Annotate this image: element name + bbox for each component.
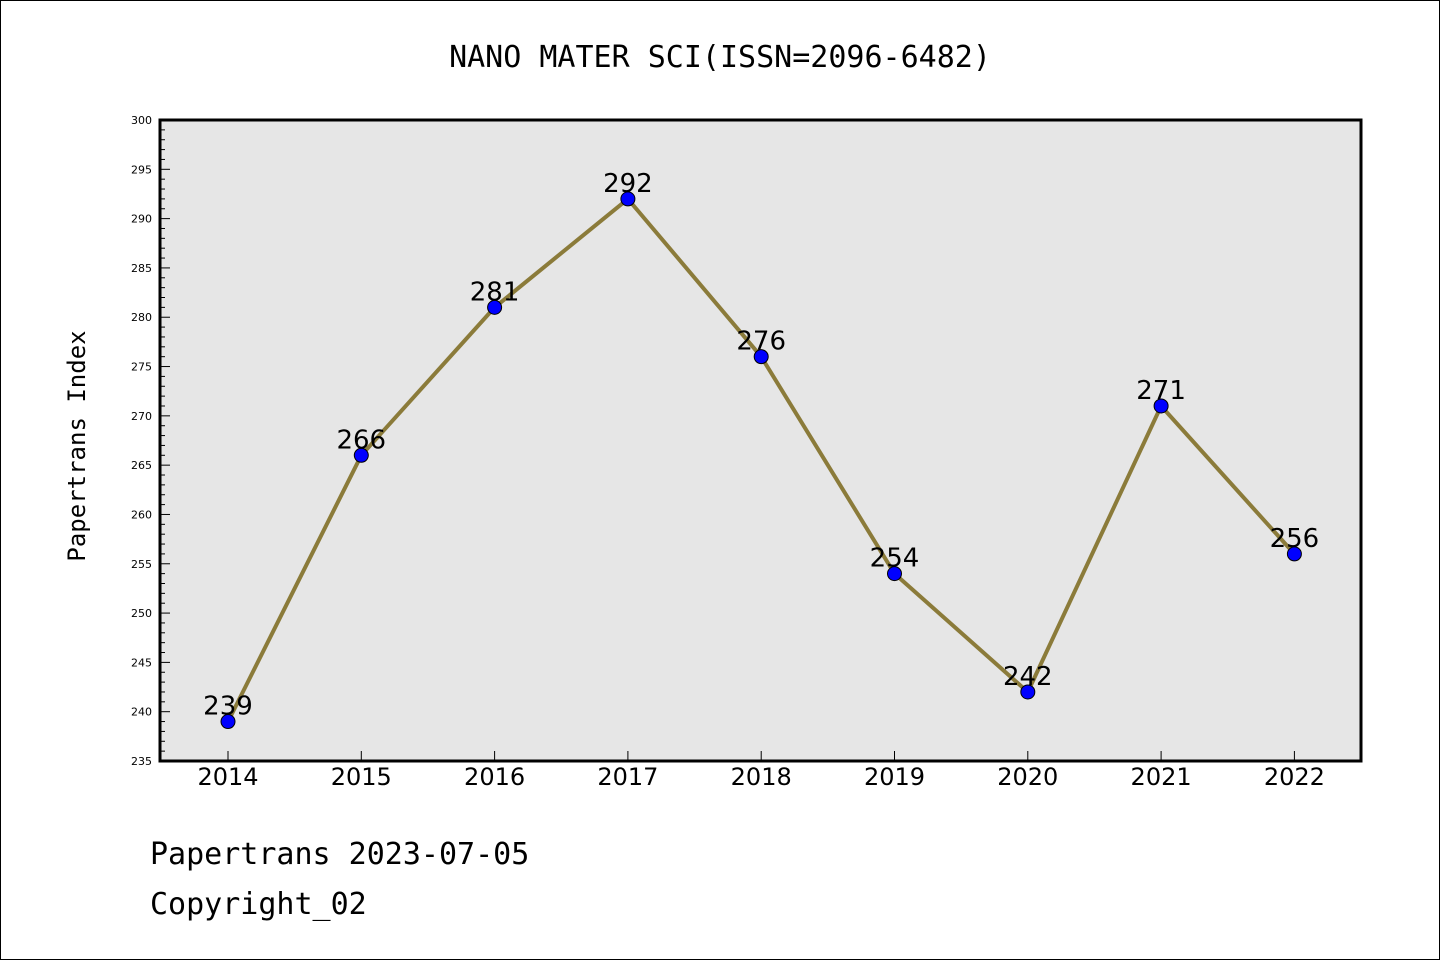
y-tick-label: 260 [131,508,152,521]
x-tick-label: 2014 [197,763,258,791]
y-tick-label: 270 [131,410,152,423]
data-point [353,447,369,463]
y-tick-label: 280 [131,311,152,324]
footer-date: Papertrans 2023-07-05 [150,837,529,872]
plot-border [158,118,1363,763]
x-tick-label: 2018 [731,763,792,791]
x-axis: 2014 2015 2016 2017 2018 2019 2020 2021 2022 [197,751,1325,791]
data-label: 256 [1270,524,1320,554]
x-tick-label: 2019 [864,763,925,791]
data-label: 266 [336,425,386,455]
data-point [1286,546,1302,562]
x-tick-label: 2015 [331,763,392,791]
data-label: 292 [603,169,653,199]
y-axis: 235 240 245 250 255 260 265 270 275 280 285 290 295 3… [131,114,170,768]
y-tick-label: 265 [131,459,152,472]
y-tick-label: 295 [131,163,152,176]
data-point [1020,684,1036,700]
data-label: 276 [736,327,786,357]
chart-title: NANO MATER SCI(ISSN=2096-6482) [449,40,991,75]
y-tick-label: 235 [131,755,152,768]
footer-copyright: Copyright_02 [150,887,367,922]
y-tick-label: 290 [131,213,152,226]
x-tick-label: 2016 [464,763,525,791]
data-label: 271 [1136,376,1186,406]
data-label: 239 [203,692,253,722]
y-tick-label: 275 [131,361,152,374]
data-point [887,566,902,582]
y-tick-label: 300 [131,114,152,127]
data-label: 281 [470,277,520,307]
y-tick-label: 250 [131,607,152,620]
y-tick-label: 240 [131,706,152,719]
x-tick-label: 2022 [1264,763,1325,791]
x-tick-label: 2020 [997,763,1058,791]
y-tick-label: 255 [131,558,152,571]
data-label: 254 [870,544,920,574]
y-tick-label: 285 [131,262,152,275]
data-point [487,299,503,315]
data-points [220,191,1302,730]
data-point [1153,398,1169,414]
data-point [220,714,236,730]
x-tick-label: 2017 [597,763,658,791]
data-point [620,191,636,207]
x-tick-label: 2021 [1131,763,1192,791]
plot-area [160,120,1361,761]
data-labels: 239 266 281 292 276 254 242 271 256 [203,169,1319,722]
data-point [753,349,769,365]
y-axis-label: Papertrans Index [63,330,91,561]
data-label: 242 [1003,662,1053,692]
y-tick-label: 245 [131,656,152,669]
